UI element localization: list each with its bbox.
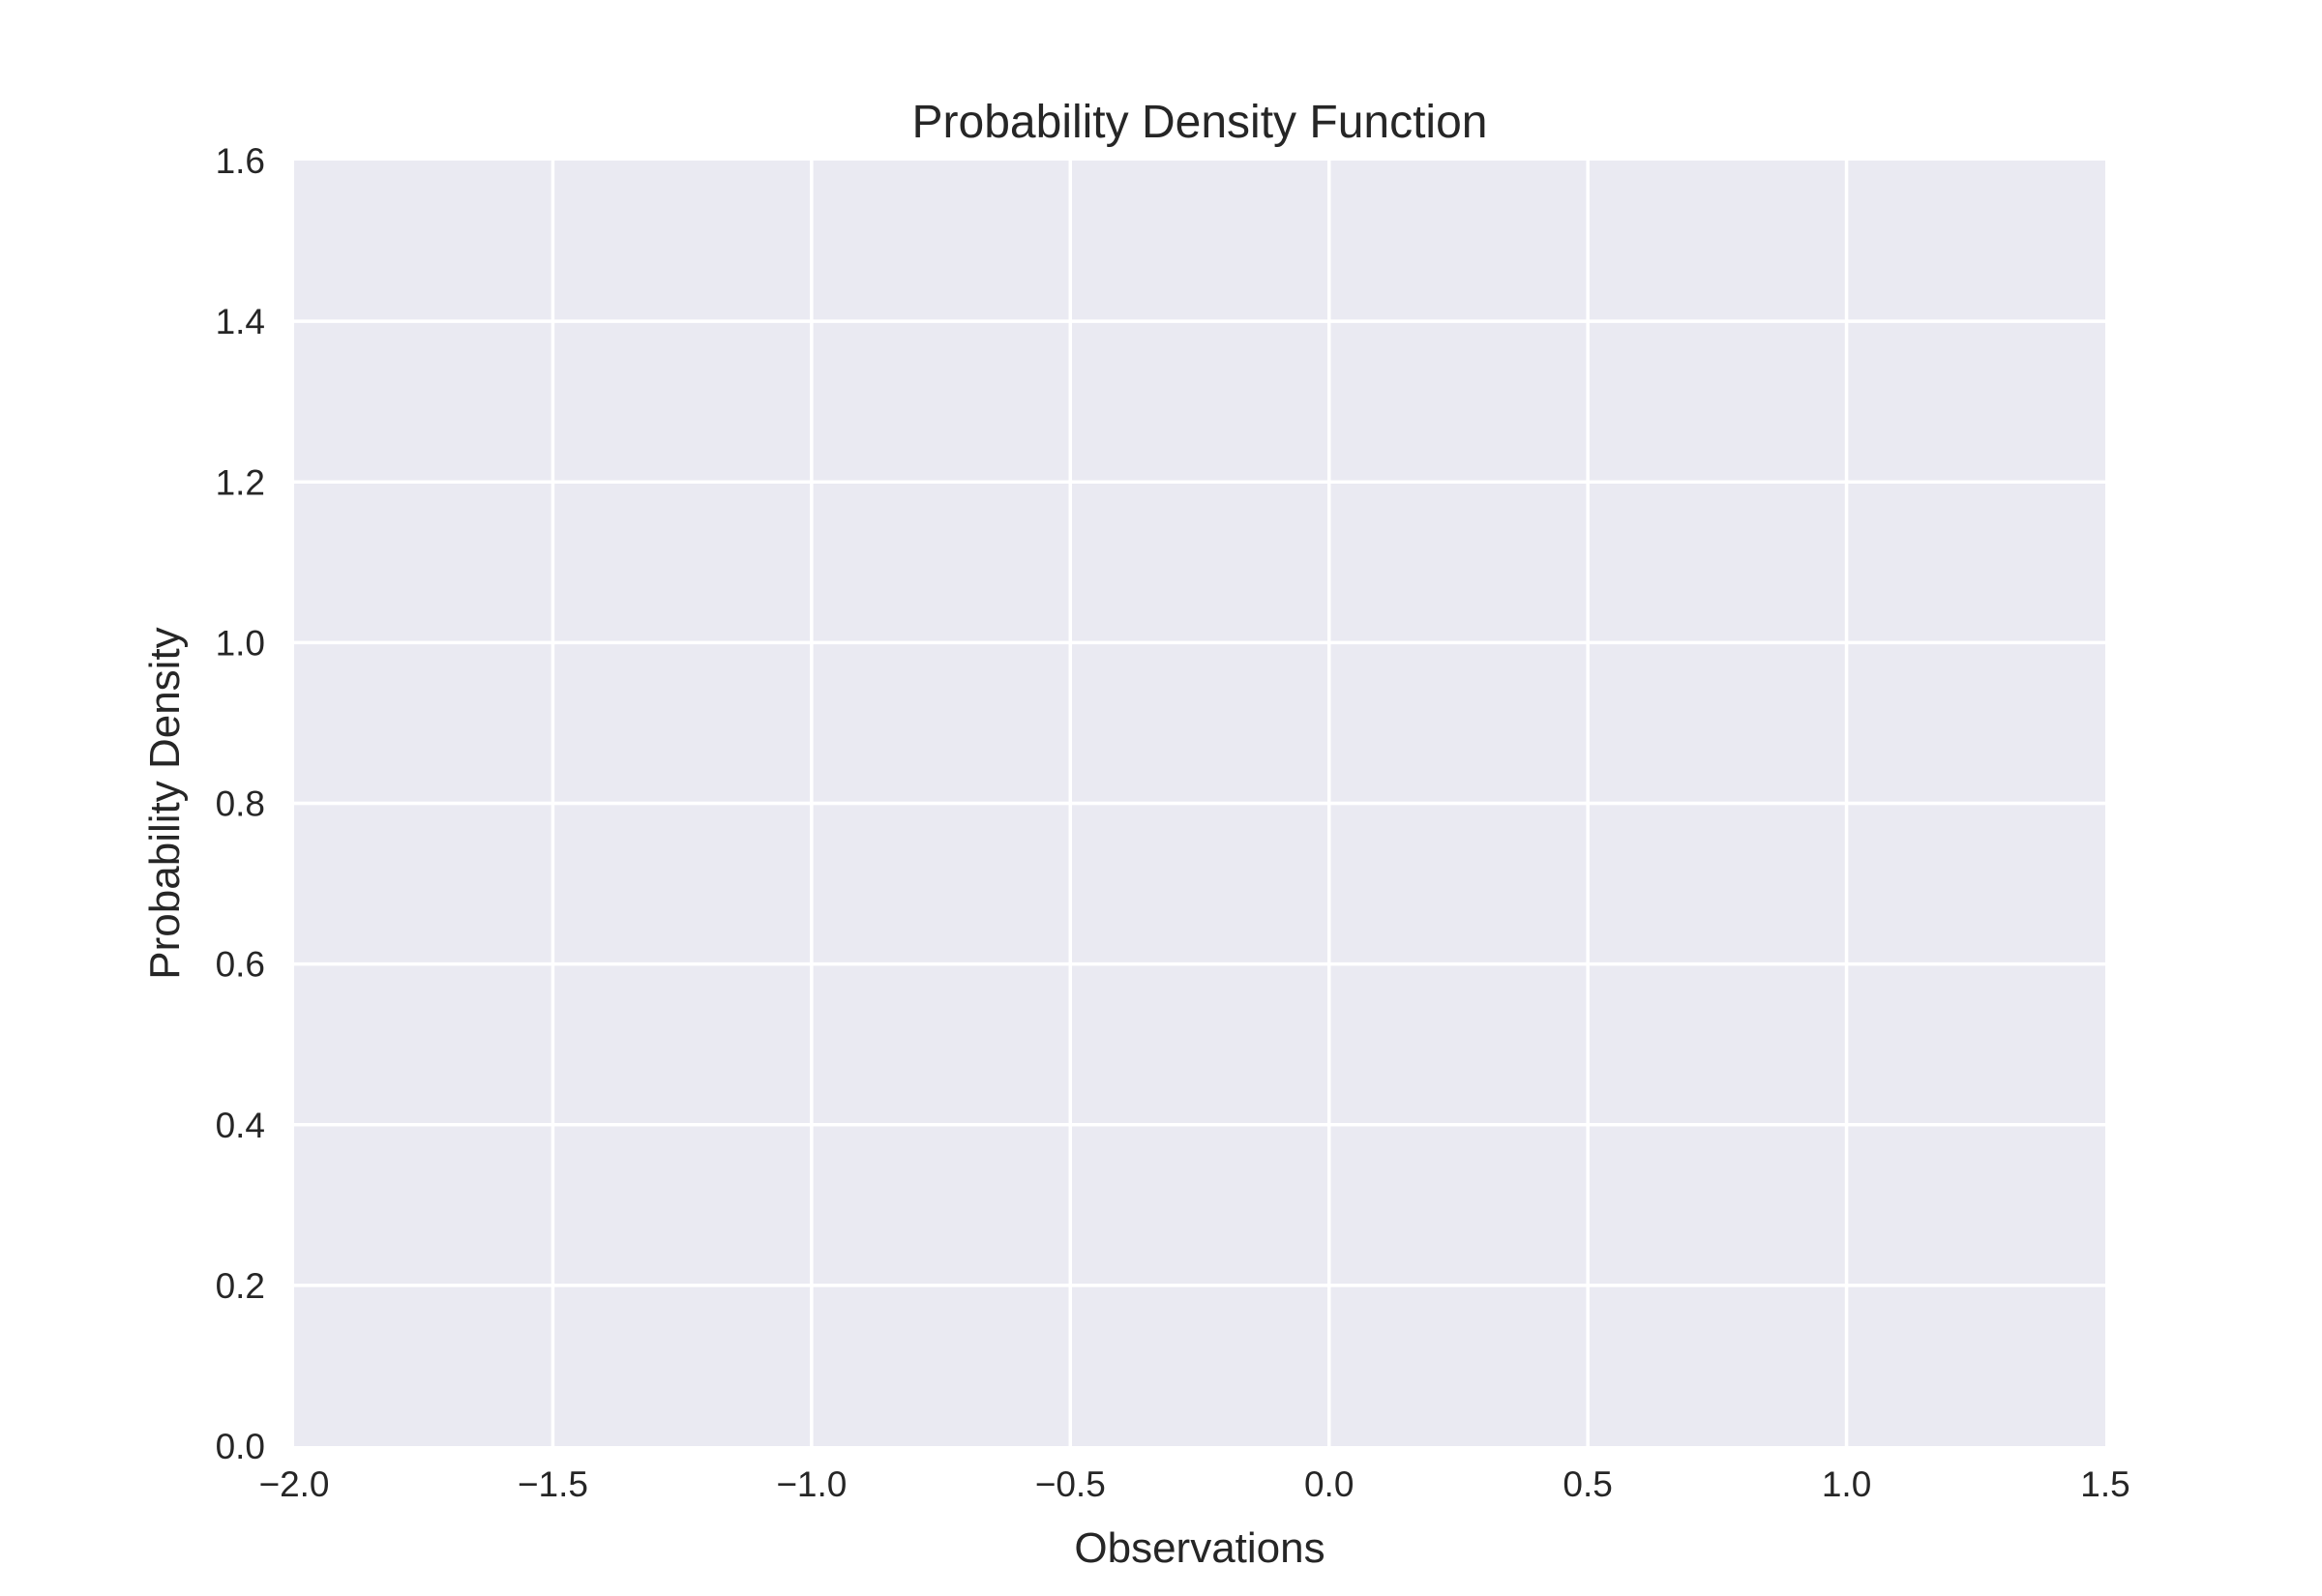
y-tick-labels: 0.0 0.2 0.4 0.6 0.8 1.0 1.2 1.4 1.6 — [216, 141, 265, 1466]
x-tick-label: −0.5 — [1035, 1464, 1106, 1504]
x-axis-title: Observations — [1074, 1524, 1325, 1572]
y-tick-label: 0.4 — [216, 1106, 265, 1145]
x-tick-label: −2.0 — [258, 1464, 329, 1504]
x-tick-label: 1.5 — [2080, 1464, 2129, 1504]
y-tick-label: 1.4 — [216, 302, 265, 341]
y-axis-title: Probability Density — [141, 627, 189, 979]
x-tick-label: 0.0 — [1304, 1464, 1354, 1504]
y-tick-label: 0.0 — [216, 1427, 265, 1466]
x-tick-label: −1.0 — [776, 1464, 847, 1504]
y-tick-label: 0.6 — [216, 945, 265, 985]
x-tick-label: −1.5 — [518, 1464, 588, 1504]
x-tick-label: 0.5 — [1563, 1464, 1612, 1504]
y-tick-label: 1.0 — [216, 623, 265, 663]
x-tick-label: 1.0 — [1822, 1464, 1871, 1504]
y-tick-label: 1.2 — [216, 462, 265, 502]
x-tick-labels: −2.0 −1.5 −1.0 −0.5 0.0 0.5 1.0 1.5 — [258, 1464, 2129, 1504]
y-tick-label: 0.2 — [216, 1266, 265, 1306]
y-gridlines — [294, 319, 2105, 1287]
y-tick-label: 1.6 — [216, 141, 265, 181]
chart-title: Probability Density Function — [912, 97, 1488, 148]
y-tick-label: 0.8 — [216, 784, 265, 824]
